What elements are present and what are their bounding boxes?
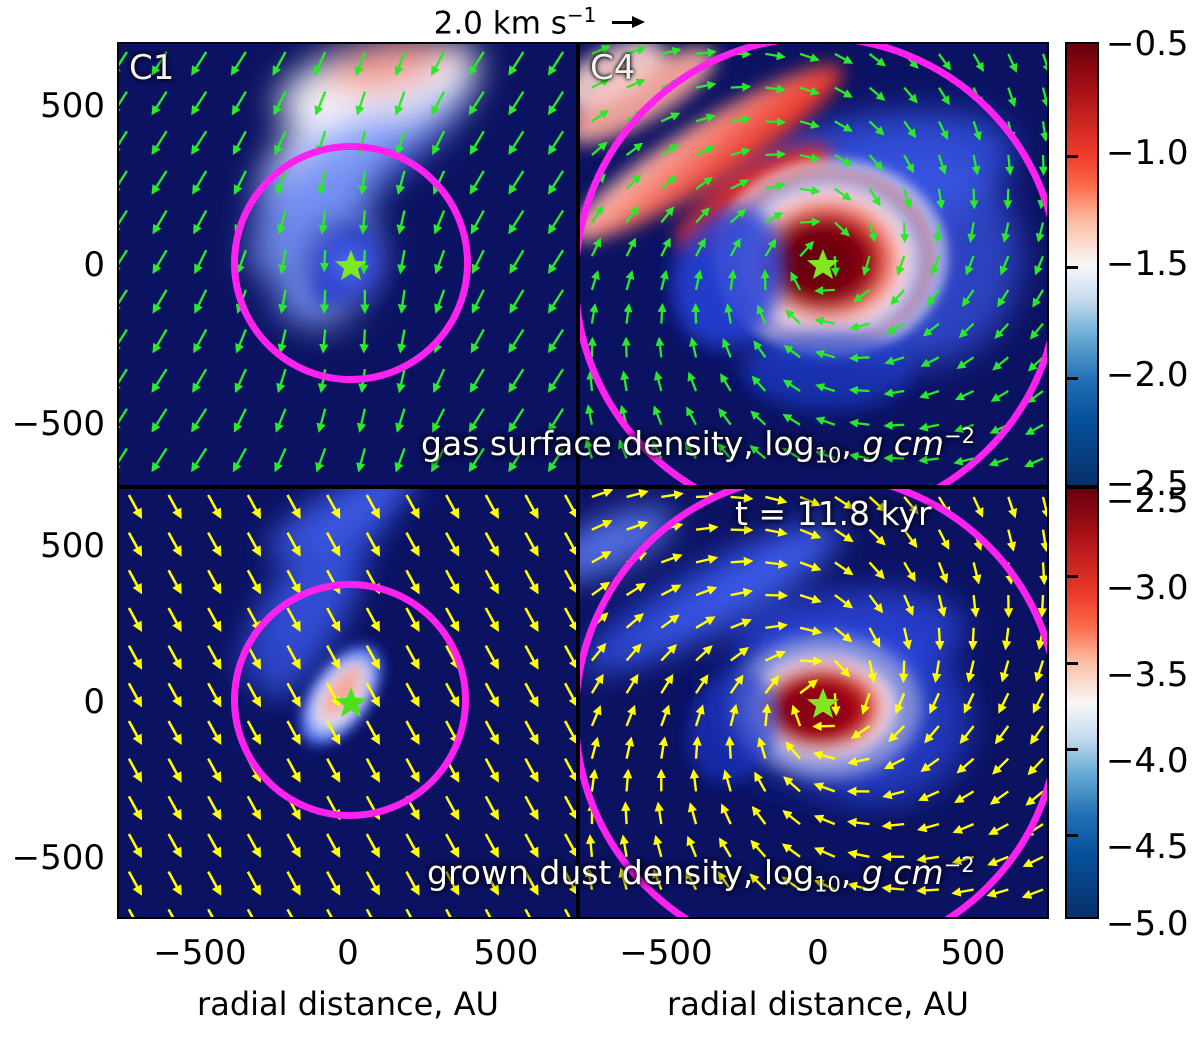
x-tick-label-left-0: 0 <box>337 933 359 973</box>
x-tick-label-right-500: 500 <box>940 933 1006 973</box>
panel-c1-gas[interactable]: C1 <box>117 42 578 487</box>
c1-dust-star-marker <box>334 686 368 720</box>
colorbar-dust-tick-3: −4.0 <box>1106 741 1189 781</box>
y-tick-label-top-0: 0 <box>83 245 105 285</box>
colorbar-gas-surface-density[interactable] <box>1065 42 1099 487</box>
panel-c4-gas[interactable]: C4 <box>578 42 1049 487</box>
caption-gas-surface-density: gas surface density, log10, g cm−2 <box>421 424 976 468</box>
y-tick-label-bot-m500: −500 <box>11 838 105 878</box>
x-axis-title-right: radial distance, AU <box>667 985 969 1023</box>
panel-c4-dust[interactable] <box>578 487 1049 919</box>
quiver-scale-legend: 2.0 km s−1 <box>330 2 750 42</box>
quiver-scale-unit: km s <box>492 5 567 42</box>
colorbar-gas-tick-4: −2.5 <box>1106 464 1189 504</box>
caption-time: t = 11.8 kyr <box>735 494 932 533</box>
quiver-scale-value: 2.0 <box>433 5 483 42</box>
x-tick-label-right-0: 0 <box>807 933 829 973</box>
colorbar-dust-tick-0: −2.5 <box>1106 481 1189 521</box>
c1-gas-radius-circle <box>231 143 471 383</box>
colorbar-grown-dust-density[interactable] <box>1065 487 1099 919</box>
colorbar-gas-tick-3: −2.0 <box>1106 355 1189 395</box>
y-tick-label-bot-500: 500 <box>40 526 105 566</box>
x-tick-label-left-500: 500 <box>473 933 539 973</box>
y-tick-label-bot-0: 0 <box>83 682 105 722</box>
colorbar-gas-tick-1: −1.0 <box>1106 133 1189 173</box>
c1-gas-star-marker <box>334 249 368 283</box>
colorbar-gas-tick-2: −1.5 <box>1106 244 1189 284</box>
x-axis-title-left: radial distance, AU <box>197 985 499 1023</box>
y-tick-label-top-m500: −500 <box>11 404 105 444</box>
c4-dust-star-marker <box>806 687 840 721</box>
right-arrow-icon <box>612 15 646 29</box>
c1-dust-radius-circle <box>231 581 469 819</box>
colorbar-dust-tick-2: −3.5 <box>1106 655 1189 695</box>
colorbar-dust-tick-4: −4.5 <box>1106 827 1189 867</box>
colorbar-dust-tick-1: −3.0 <box>1106 568 1189 608</box>
quiver-scale-text: 2.0 km s−1 <box>434 3 597 41</box>
quiver-scale-exponent: −1 <box>566 2 597 27</box>
y-tick-label-top-500: 500 <box>40 86 105 126</box>
x-tick-label-left-m500: −500 <box>153 933 247 973</box>
colorbar-gas-tick-0: −0.5 <box>1106 24 1189 64</box>
c4-gas-star-marker <box>806 248 840 282</box>
panel-c1-dust[interactable] <box>117 487 578 919</box>
x-tick-label-right-m500: −500 <box>619 933 713 973</box>
caption-grown-dust-density: grown dust density, log10, g cm−2 <box>427 853 975 897</box>
colorbar-dust-tick-5: −5.0 <box>1106 904 1189 944</box>
